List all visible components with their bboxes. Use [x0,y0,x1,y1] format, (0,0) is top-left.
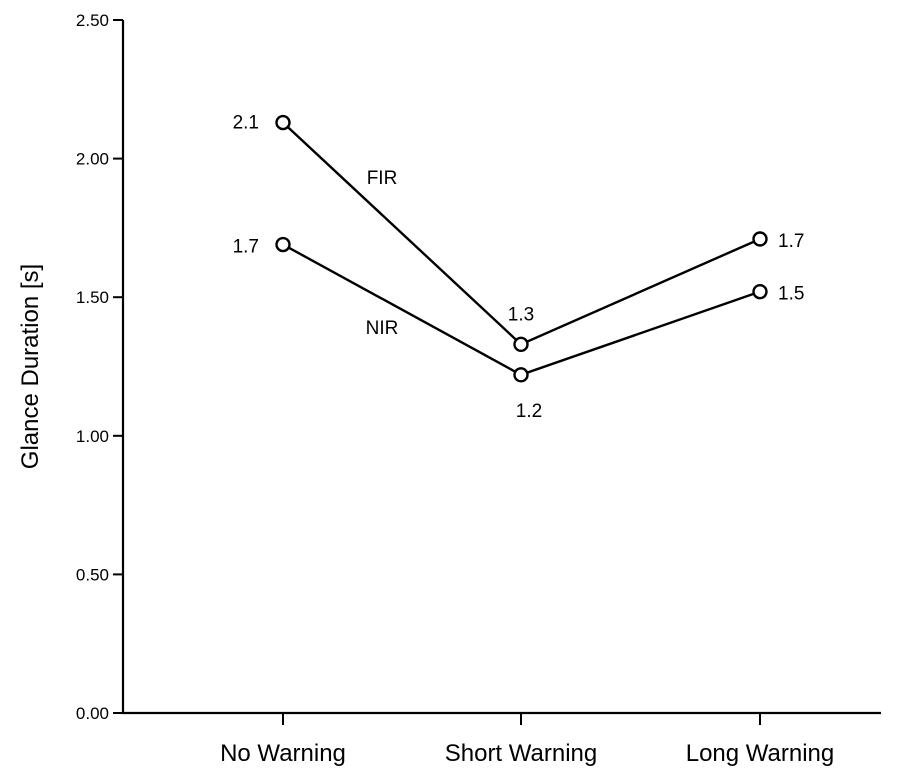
data-label: 1.5 [778,284,804,305]
x-tick-label: No Warning [220,740,346,767]
x-ticks: No Warning Short Warning Long Warning [220,713,834,767]
axes [121,20,881,715]
x-tick-label: Short Warning [445,740,598,767]
x-tick-label: Long Warning [686,740,835,767]
data-point [275,236,291,253]
data-label: 1.3 [508,304,534,325]
data-point [513,336,529,353]
data-point [752,231,768,247]
data-label: 1.7 [233,237,259,258]
y-tick-label: 0.50 [76,565,109,584]
y-ticks: 0.00 0.50 1.00 1.50 2.00 2.50 [76,11,123,723]
data-label: 2.1 [233,113,259,134]
series-fir: 2.1 1.3 1.7 FIR [233,113,804,353]
y-axis-label: Glance Duration [s] [17,264,44,469]
data-point [275,114,291,131]
y-tick-label: 1.50 [76,288,109,307]
y-tick-label: 2.00 [76,150,109,169]
y-tick-label: 0.00 [76,704,109,723]
data-label: 1.7 [778,231,804,252]
y-tick-label: 2.50 [76,11,109,30]
series-nir: 1.7 1.2 1.5 NIR [233,237,805,422]
y-tick-label: 1.00 [76,427,109,446]
data-point [752,283,768,300]
data-label: 1.2 [516,401,542,422]
series-name-label: NIR [366,318,399,339]
data-point [513,367,529,383]
series-name-label: FIR [367,168,398,189]
series-group: 2.1 1.3 1.7 FIR 1.7 1.2 1.5 NIR [233,113,805,422]
